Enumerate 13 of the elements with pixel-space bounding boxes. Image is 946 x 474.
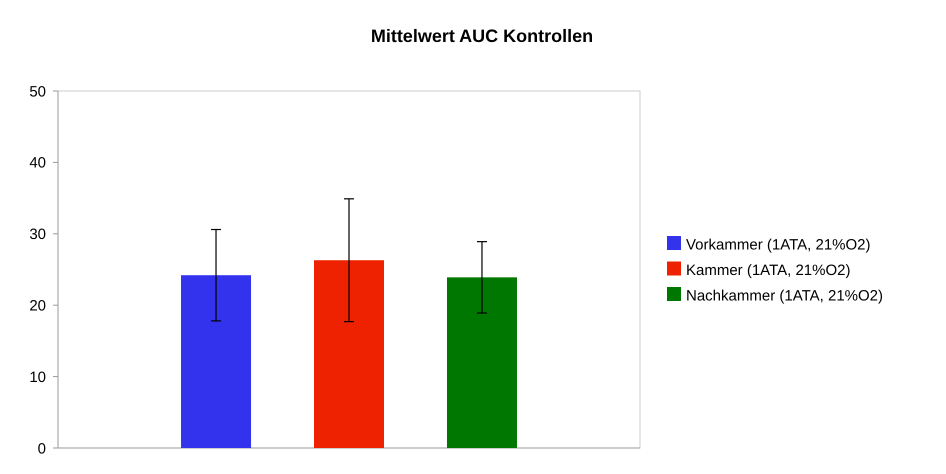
y-tick-label: 40 [29,154,46,172]
legend-label: Kammer (1ATA, 21%O2) [686,262,850,279]
legend-label: Nachkammer (1ATA, 21%O2) [686,287,884,304]
chart-title: Mittelwert AUC Kontrollen [370,26,594,46]
y-tick-label: 50 [29,83,46,100]
y-tick-label: 10 [29,368,46,386]
bar [181,275,252,448]
bar [446,277,517,448]
y-tick-label: 30 [29,226,46,244]
y-tick-label: 0 [38,440,46,458]
bar [314,260,384,448]
legend-label: Vorkammer (1ATA, 21%O2) [686,236,870,254]
y-tick-label: 20 [29,297,46,314]
